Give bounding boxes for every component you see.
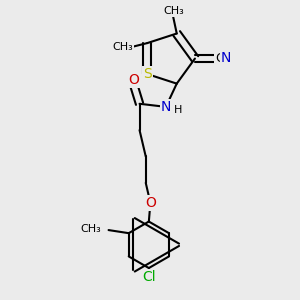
Text: CH₃: CH₃ — [164, 6, 184, 16]
Text: Cl: Cl — [142, 270, 156, 284]
Text: N: N — [221, 51, 231, 64]
Text: O: O — [128, 73, 139, 87]
Text: O: O — [145, 196, 156, 210]
Text: CH₃: CH₃ — [113, 42, 134, 52]
Text: S: S — [143, 67, 152, 81]
Text: N: N — [161, 100, 171, 114]
Text: C: C — [215, 52, 224, 65]
Text: H: H — [174, 105, 182, 115]
Text: CH₃: CH₃ — [80, 224, 101, 235]
